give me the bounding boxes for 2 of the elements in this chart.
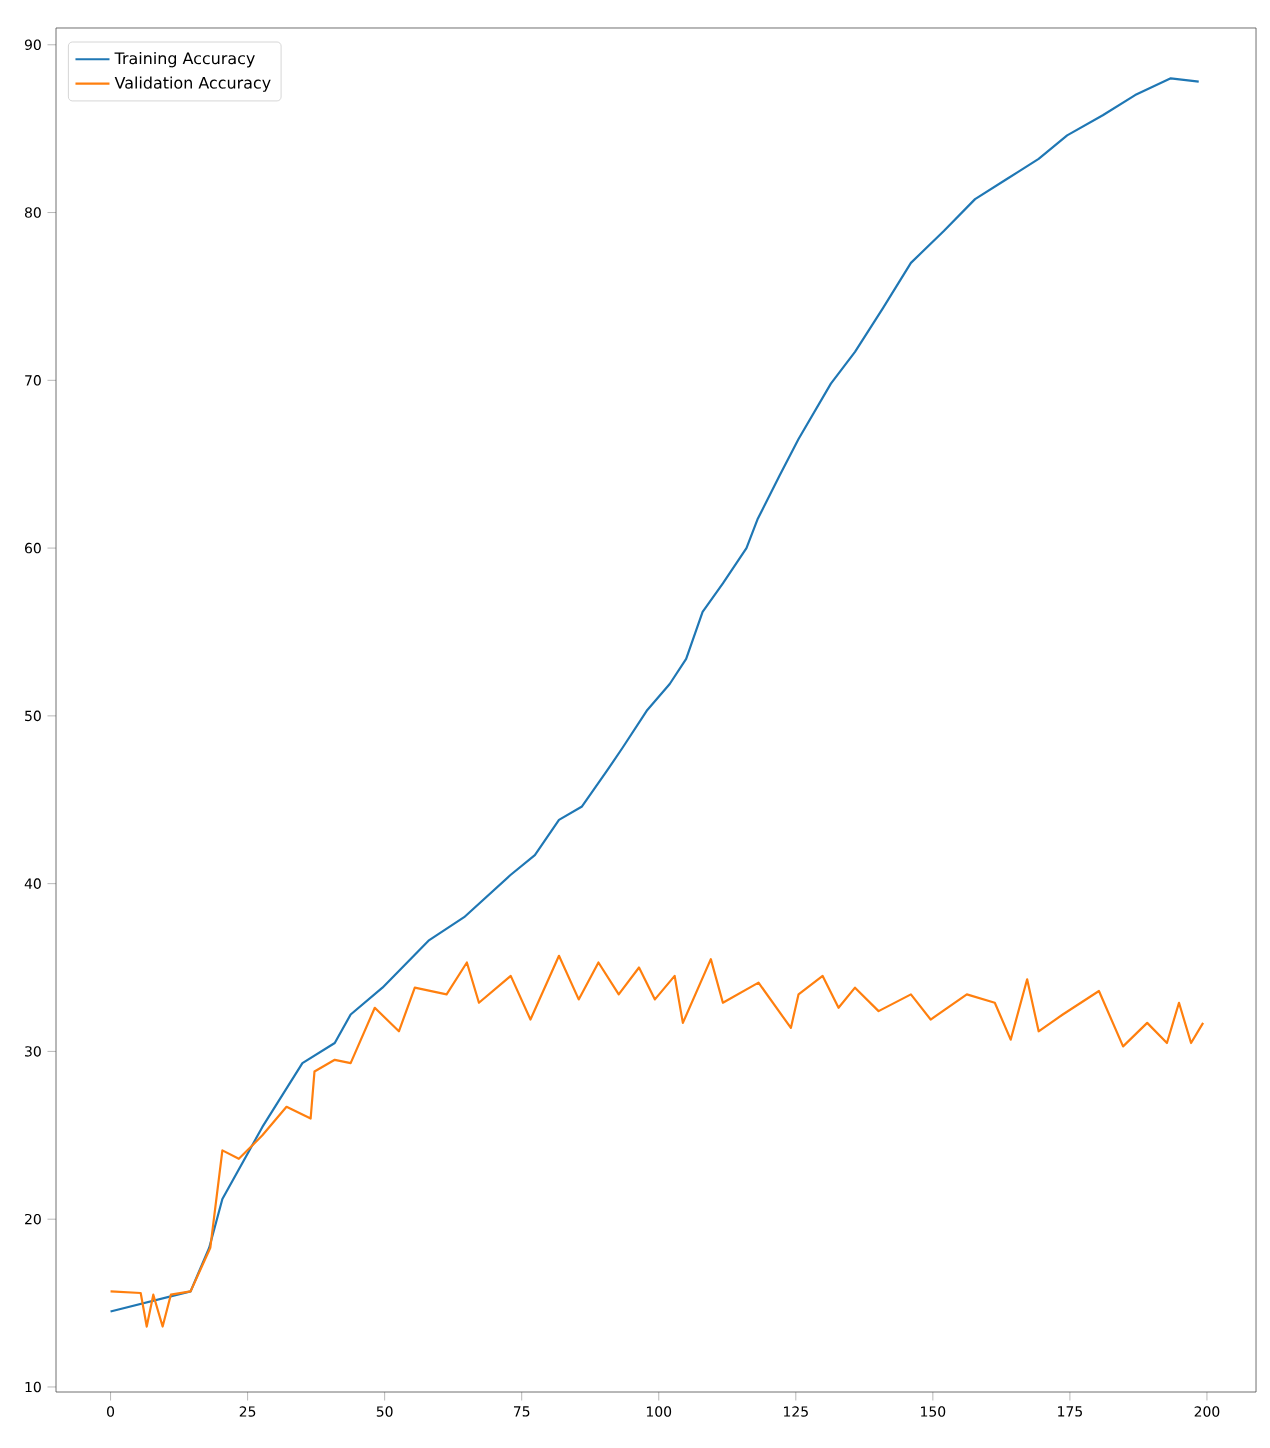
line-series [109, 77, 1200, 1313]
line-series [109, 954, 1205, 1328]
